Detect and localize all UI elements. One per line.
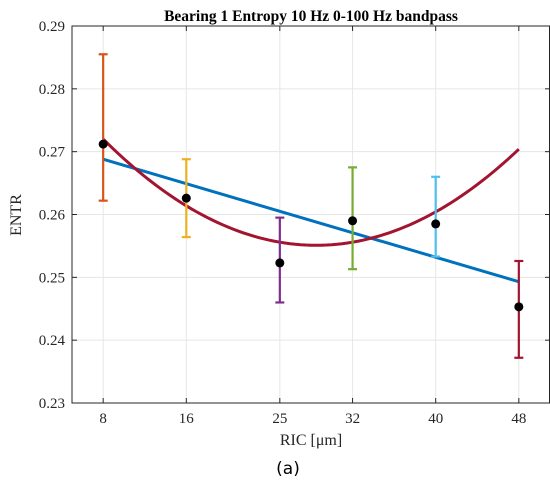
axis-ticks: 0.23 0.24 0.25 0.26 0.27 0.28 0.29 8 16 25 32 40 48 — [39, 19, 550, 427]
quadratic-fit-curve — [102, 138, 520, 247]
grid — [72, 25, 550, 404]
y-tick-label: 0.29 — [39, 19, 65, 35]
data-point — [431, 219, 441, 229]
y-tick-label: 0.24 — [39, 333, 66, 349]
y-tick-label: 0.23 — [39, 396, 65, 412]
chart-title: Bearing 1 Entropy 10 Hz 0-100 Hz bandpas… — [164, 8, 458, 25]
data-point — [514, 302, 524, 312]
y-tick-label: 0.28 — [39, 82, 65, 98]
data-points — [98, 139, 524, 312]
x-tick-label: 25 — [272, 411, 287, 427]
y-tick-label: 0.25 — [39, 270, 65, 286]
linear-fit-line — [102, 157, 520, 284]
error-bars — [98, 53, 524, 359]
y-tick-label: 0.26 — [39, 208, 66, 224]
data-point — [98, 139, 108, 149]
data-point — [348, 216, 358, 226]
data-point — [181, 193, 191, 203]
data-point — [275, 258, 285, 268]
x-tick-label: 16 — [179, 411, 195, 427]
figure-caption: (a) — [276, 459, 300, 479]
x-tick-label: 32 — [345, 411, 360, 427]
fit-curves — [102, 138, 520, 284]
x-tick-label: 40 — [428, 411, 443, 427]
y-axis-label: ENTR — [8, 194, 25, 236]
x-tick-label: 48 — [511, 411, 526, 427]
x-axis-label: RIC [μm] — [280, 432, 342, 449]
y-tick-label: 0.27 — [39, 145, 66, 161]
x-tick-label: 8 — [99, 411, 107, 427]
